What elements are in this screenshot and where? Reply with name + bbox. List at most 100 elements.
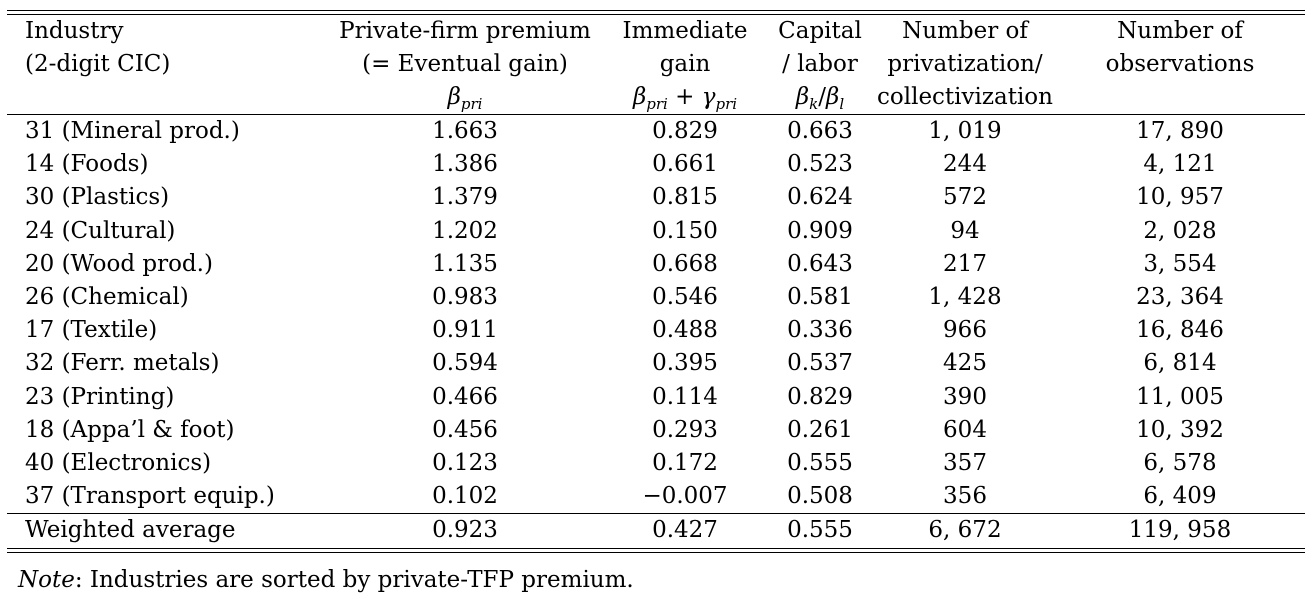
cell-premium: 0.123 <box>432 450 498 477</box>
cell-observations: 11, 005 <box>1136 383 1224 410</box>
cell-observations: 10, 392 <box>1136 416 1224 443</box>
header-observations: Number of observations <box>1105 18 1255 77</box>
cell-capital-labor: 0.555 <box>787 450 853 477</box>
table-body: 31 (Mineral prod.) 1.663 0.829 0.663 1, 019 1… <box>7 114 1305 514</box>
cell-privatization: 217 <box>943 250 987 277</box>
cell-industry: 30 (Plastics) <box>25 184 170 211</box>
cell-premium: 0.983 <box>432 284 498 311</box>
cell-observations: 3, 554 <box>1143 250 1217 277</box>
cell-capital-labor: 0.663 <box>765 114 875 149</box>
cell-premium: 1.663 <box>325 114 605 149</box>
cell-observations: 17, 890 <box>1055 114 1305 149</box>
table-row: 18 (Appa’l & foot) 0.456 0.293 0.261 604 10, … <box>7 414 1305 447</box>
cell-immediate: 0.488 <box>652 317 718 344</box>
table-bottom-rule <box>7 547 1305 553</box>
cell-immediate: 0.293 <box>652 416 718 443</box>
cell-privatization: 572 <box>943 184 987 211</box>
table-note: Note: Industries are sorted by private-T… <box>18 567 634 593</box>
cell-premium: 1.386 <box>432 151 498 178</box>
cell-immediate: 0.172 <box>652 450 718 477</box>
cell-immediate: 0.150 <box>652 217 718 244</box>
beta-plus-gamma-symbol: βpri + γpri <box>632 84 738 113</box>
cell-premium: 0.456 <box>432 416 498 443</box>
cell-capital-labor: 0.508 <box>787 483 853 510</box>
cell-industry: 17 (Textile) <box>25 317 158 344</box>
cell-capital-labor: 0.829 <box>787 383 853 410</box>
cell-premium: 0.102 <box>432 483 498 510</box>
cell-privatization: 425 <box>943 350 987 377</box>
cell-capital-labor: 0.909 <box>787 217 853 244</box>
cell-privatization: 244 <box>943 151 987 178</box>
table-row: 26 (Chemical) 0.983 0.546 0.581 1, 428 23, 36… <box>7 281 1305 314</box>
cell-capital-labor: 0.523 <box>787 151 853 178</box>
table-row: 20 (Wood prod.) 1.135 0.668 0.643 217 3, 554 <box>7 248 1305 281</box>
cell-industry: 40 (Electronics) <box>25 450 212 477</box>
results-table-container: Industry (2-digit CIC) Private-firm prem… <box>7 10 1305 553</box>
table-row: 30 (Plastics) 1.379 0.815 0.624 572 10, 957 <box>7 181 1305 214</box>
table-row: 32 (Ferr. metals) 0.594 0.395 0.537 425 6, 81… <box>7 347 1305 380</box>
header-immediate: Immediate gain βpri + γpri <box>605 15 765 115</box>
weighted-average-row: Weighted average 0.923 0.427 0.555 6, 67… <box>7 513 1305 548</box>
table-row: 40 (Electronics) 0.123 0.172 0.555 357 6, 578 <box>7 447 1305 480</box>
cell-observations: 2, 028 <box>1143 217 1217 244</box>
cell-premium: 0.466 <box>432 383 498 410</box>
cell-observations: 16, 846 <box>1136 317 1224 344</box>
header-premium: Private-firm premium (= Eventual gain) β… <box>325 15 605 115</box>
cell-capital-labor: 0.624 <box>787 184 853 211</box>
cell-privatization: 390 <box>943 383 987 410</box>
cell-industry: 37 (Transport equip.) <box>25 483 275 510</box>
beta-k-over-beta-l-symbol: βk/βl <box>795 84 845 113</box>
cell-premium: 1.202 <box>432 217 498 244</box>
cell-privatization: 356 <box>943 483 987 510</box>
table-row: 31 (Mineral prod.) 1.663 0.829 0.663 1, 019 1… <box>7 114 1305 149</box>
cell-privatization: 966 <box>943 317 987 344</box>
cell-observations: 10, 957 <box>1136 184 1224 211</box>
cell-industry: 23 (Printing) <box>25 383 175 410</box>
industry-table: Industry (2-digit CIC) Private-firm prem… <box>7 15 1305 548</box>
table-top-rule <box>7 10 1305 15</box>
cell-observations: 4, 121 <box>1143 151 1217 178</box>
cell-premium: 0.594 <box>432 350 498 377</box>
cell-privatization: 6, 672 <box>875 513 1055 548</box>
cell-immediate: 0.668 <box>652 250 718 277</box>
cell-premium: 0.923 <box>325 513 605 548</box>
cell-capital-labor: 0.643 <box>787 250 853 277</box>
cell-industry: 20 (Wood prod.) <box>25 250 213 277</box>
cell-observations: 23, 364 <box>1136 284 1224 311</box>
cell-privatization: 94 <box>950 217 980 244</box>
cell-capital-labor: 0.336 <box>787 317 853 344</box>
cell-industry: 24 (Cultural) <box>25 217 176 244</box>
cell-immediate: 0.395 <box>652 350 718 377</box>
cell-industry: 18 (Appa’l & foot) <box>25 416 235 443</box>
header-capital-labor: Capital / labor βk/βl <box>765 15 875 115</box>
cell-immediate: 0.829 <box>605 114 765 149</box>
cell-capital-labor: 0.261 <box>787 416 853 443</box>
cell-observations: 6, 409 <box>1143 483 1217 510</box>
header-privatization: Number of privatization/ collectivizatio… <box>877 18 1053 110</box>
cell-observations: 6, 814 <box>1143 350 1217 377</box>
cell-premium: 1.379 <box>432 184 498 211</box>
cell-industry: Weighted average <box>7 513 325 548</box>
cell-observations: 119, 958 <box>1055 513 1305 548</box>
cell-capital-labor: 0.581 <box>787 284 853 311</box>
cell-industry: 31 (Mineral prod.) <box>7 114 325 149</box>
beta-pri-symbol: βpri <box>447 84 483 113</box>
cell-capital-labor: 0.537 <box>787 350 853 377</box>
cell-immediate: 0.427 <box>605 513 765 548</box>
cell-privatization: 357 <box>943 450 987 477</box>
cell-immediate: 0.546 <box>652 284 718 311</box>
cell-privatization: 604 <box>943 416 987 443</box>
cell-industry: 26 (Chemical) <box>25 284 189 311</box>
table-row: 23 (Printing) 0.466 0.114 0.829 390 11, 005 <box>7 381 1305 414</box>
cell-privatization: 1, 428 <box>928 284 1002 311</box>
cell-immediate: 0.114 <box>652 383 718 410</box>
cell-premium: 1.135 <box>432 250 498 277</box>
table-row: 37 (Transport equip.) 0.102 −0.007 0.508 356… <box>7 480 1305 514</box>
cell-immediate: 0.815 <box>652 184 718 211</box>
cell-privatization: 1, 019 <box>875 114 1055 149</box>
table-row: 17 (Textile) 0.911 0.488 0.336 966 16, 846 <box>7 314 1305 347</box>
cell-industry: 32 (Ferr. metals) <box>25 350 220 377</box>
cell-observations: 6, 578 <box>1143 450 1217 477</box>
header-row: Industry (2-digit CIC) Private-firm prem… <box>7 15 1305 115</box>
cell-industry: 14 (Foods) <box>25 151 149 178</box>
